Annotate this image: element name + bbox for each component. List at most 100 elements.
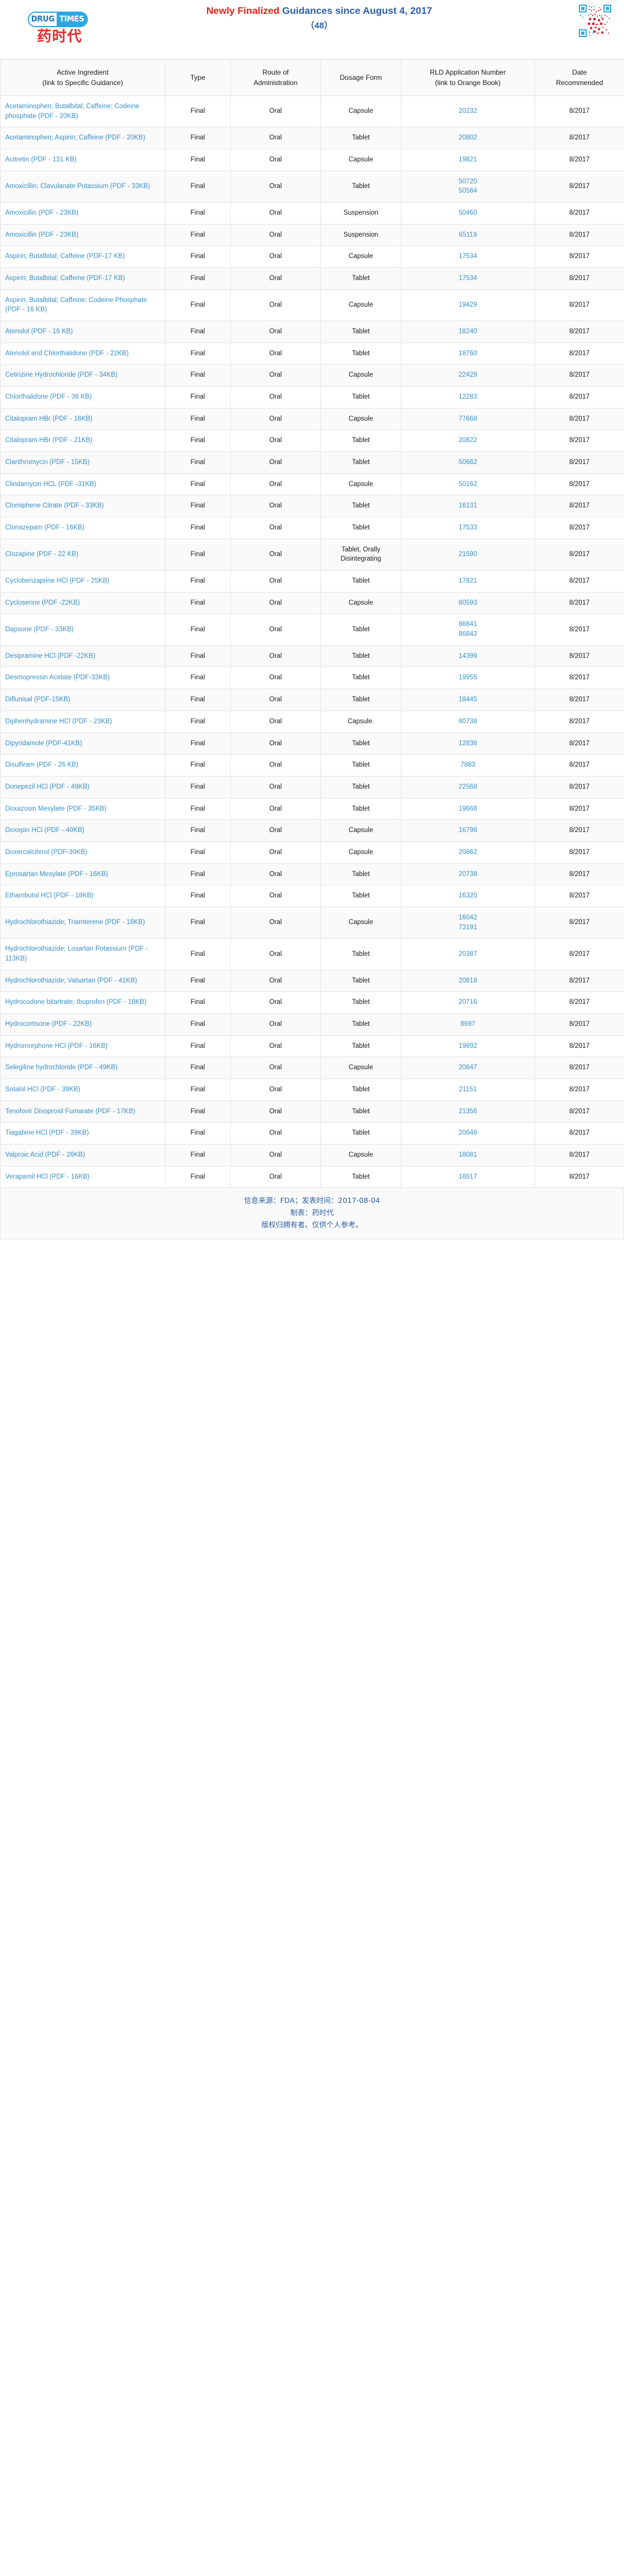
cell-active-ingredient-link[interactable]: Aspirin; Butalbital; Caffeine (PDF-17 KB… <box>0 267 165 290</box>
cell-rld-application-number[interactable]: 22568 <box>401 775 535 798</box>
cell-active-ingredient-link[interactable]: Sotalol HCl (PDF - 39KB) <box>0 1078 165 1101</box>
rld-number-link[interactable]: 86842 <box>459 631 477 638</box>
cell-rld-application-number[interactable]: 65119 <box>401 223 535 246</box>
rld-number-link[interactable]: 86841 <box>459 621 477 628</box>
cell-rld-application-number[interactable]: 18760 <box>401 342 535 365</box>
cell-active-ingredient-link[interactable]: Doxercalciferol (PDF-30KB) <box>0 841 165 864</box>
cell-rld-application-number[interactable]: 17534 <box>401 267 535 290</box>
cell-rld-application-number[interactable]: 20862 <box>401 841 535 864</box>
rld-number-link[interactable]: 17821 <box>459 577 477 585</box>
rld-number-link[interactable]: 50720 <box>459 178 477 185</box>
cell-active-ingredient-link[interactable]: Clozapine (PDF - 22 KB) <box>0 538 165 571</box>
cell-rld-application-number[interactable]: 17533 <box>401 517 535 539</box>
cell-active-ingredient-link[interactable]: Hydrochlorothiazide; Valsartan (PDF - 41… <box>0 969 165 992</box>
cell-active-ingredient-link[interactable]: Acetaminophen; Butalbital; Caffeine; Cod… <box>0 95 165 128</box>
cell-active-ingredient-link[interactable]: Desipramine HCl (PDF -22KB) <box>0 645 165 668</box>
rld-number-link[interactable]: 20716 <box>459 999 477 1006</box>
cell-active-ingredient-link[interactable]: Aspirin; Butalbital; Caffeine; Codeine P… <box>0 289 165 322</box>
cell-rld-application-number[interactable]: 12283 <box>401 386 535 409</box>
cell-active-ingredient-link[interactable]: Amoxicillin (PDF - 23KB) <box>0 223 165 246</box>
cell-active-ingredient-link[interactable]: Tenofovir Disoproxil Fumarate (PDF - 17K… <box>0 1100 165 1123</box>
rld-number-link[interactable]: 20646 <box>459 1129 477 1137</box>
cell-active-ingredient-link[interactable]: Selegiline hydrochloride (PDF - 49KB) <box>0 1057 165 1079</box>
rld-number-link[interactable]: 19821 <box>459 156 477 164</box>
rld-number-link[interactable]: 16320 <box>459 892 477 900</box>
cell-active-ingredient-link[interactable]: Clarithromycin (PDF - 15KB) <box>0 451 165 474</box>
cell-active-ingredient-link[interactable]: Desmopressin Acetate (PDF-33KB) <box>0 667 165 690</box>
cell-active-ingredient-link[interactable]: Amoxicillin; Clavulanate Potassium (PDF … <box>0 170 165 203</box>
cell-active-ingredient-link[interactable]: Hydrocodone bitartrate; Ibuprofen (PDF -… <box>0 991 165 1014</box>
rld-number-link[interactable]: 7883 <box>460 761 475 769</box>
cell-rld-application-number[interactable]: 20818 <box>401 969 535 992</box>
cell-rld-application-number[interactable]: 60593 <box>401 591 535 614</box>
cell-active-ingredient-link[interactable]: Eprosartan Mesylate (PDF - 16KB) <box>0 863 165 886</box>
cell-active-ingredient-link[interactable]: Amoxicillin (PDF - 23KB) <box>0 202 165 225</box>
cell-active-ingredient-link[interactable]: Dapsone (PDF - 33KB) <box>0 613 165 646</box>
cell-rld-application-number[interactable]: 21590 <box>401 538 535 571</box>
cell-active-ingredient-link[interactable]: Citalopram HBr (PDF - 16KB) <box>0 407 165 430</box>
rld-number-link[interactable]: 16131 <box>459 502 477 510</box>
rld-number-link[interactable]: 21151 <box>459 1085 477 1093</box>
cell-active-ingredient-link[interactable]: Hydrochlorothiazide; Triamterene (PDF - … <box>0 906 165 939</box>
cell-active-ingredient-link[interactable]: Clonazepam (PDF - 16KB) <box>0 517 165 539</box>
rld-number-link[interactable]: 21590 <box>459 551 477 558</box>
cell-active-ingredient-link[interactable]: Tiagabine HCl (PDF - 39KB) <box>0 1122 165 1145</box>
rld-number-link[interactable]: 73191 <box>459 923 477 931</box>
rld-number-link[interactable]: 19892 <box>459 1042 477 1050</box>
cell-rld-application-number[interactable]: 20802 <box>401 127 535 150</box>
cell-rld-application-number[interactable]: 17534 <box>401 245 535 268</box>
cell-active-ingredient-link[interactable]: Dipyridamole (PDF-41KB) <box>0 732 165 755</box>
rld-number-link[interactable]: 50460 <box>459 209 477 217</box>
rld-number-link[interactable]: 17533 <box>459 524 477 532</box>
cell-active-ingredient-link[interactable]: Cycloserine (PDF -22KB) <box>0 591 165 614</box>
rld-number-link[interactable]: 19668 <box>459 805 477 812</box>
cell-rld-application-number[interactable]: 16131 <box>401 495 535 518</box>
cell-active-ingredient-link[interactable]: Disulfiram (PDF - 26 KB) <box>0 754 165 777</box>
cell-rld-application-number[interactable]: 20738 <box>401 863 535 886</box>
rld-number-link[interactable]: 19955 <box>459 674 477 682</box>
cell-rld-application-number[interactable]: 7883 <box>401 754 535 777</box>
cell-rld-application-number[interactable]: 50662 <box>401 451 535 474</box>
cell-active-ingredient-link[interactable]: Acitretin (PDF - 131 KB) <box>0 149 165 171</box>
rld-number-link[interactable]: 18817 <box>459 1173 477 1180</box>
cell-rld-application-number[interactable]: 50460 <box>401 202 535 225</box>
cell-rld-application-number[interactable]: 16798 <box>401 819 535 842</box>
rld-number-link[interactable]: 18081 <box>459 1151 477 1158</box>
cell-rld-application-number[interactable]: 50720 50564 <box>401 170 535 203</box>
cell-rld-application-number[interactable]: 16320 <box>401 885 535 907</box>
rld-number-link[interactable]: 14399 <box>459 652 477 660</box>
cell-rld-application-number[interactable]: 20647 <box>401 1057 535 1079</box>
rld-number-link[interactable]: 20738 <box>459 870 477 878</box>
rld-number-link[interactable]: 17534 <box>459 275 477 282</box>
cell-rld-application-number[interactable]: 18445 <box>401 689 535 711</box>
cell-active-ingredient-link[interactable]: Valproic Acid (PDF - 26KB) <box>0 1143 165 1166</box>
cell-active-ingredient-link[interactable]: Verapamil HCl (PDF - 16KB) <box>0 1165 165 1188</box>
cell-rld-application-number[interactable]: 18081 <box>401 1143 535 1166</box>
cell-active-ingredient-link[interactable]: Hydrochlorothiazide; Losartan Potassium … <box>0 938 165 970</box>
cell-active-ingredient-link[interactable]: Clindamycin HCL (PDF -31KB) <box>0 473 165 496</box>
cell-active-ingredient-link[interactable]: Citalopram HBr (PDF - 21KB) <box>0 429 165 452</box>
rld-number-link[interactable]: 20232 <box>459 108 477 115</box>
rld-number-link[interactable]: 50662 <box>459 459 477 466</box>
rld-number-link[interactable]: 17534 <box>459 253 477 260</box>
rld-number-link[interactable]: 21356 <box>459 1107 477 1115</box>
rld-number-link[interactable]: 65119 <box>459 231 477 238</box>
cell-rld-application-number[interactable]: 20646 <box>401 1122 535 1145</box>
cell-active-ingredient-link[interactable]: Hydrocortisone (PDF - 22KB) <box>0 1013 165 1036</box>
cell-rld-application-number[interactable]: 20716 <box>401 991 535 1014</box>
rld-number-link[interactable]: 12283 <box>459 393 477 401</box>
cell-active-ingredient-link[interactable]: Diflunisal (PDF-15KB) <box>0 689 165 711</box>
cell-rld-application-number[interactable]: 14399 <box>401 645 535 668</box>
cell-active-ingredient-link[interactable]: Cyclobenzaprine HCl (PDF - 25KB) <box>0 570 165 593</box>
cell-rld-application-number[interactable]: 19429 <box>401 289 535 322</box>
rld-number-link[interactable]: 18445 <box>459 696 477 704</box>
cell-rld-application-number[interactable]: 20822 <box>401 429 535 452</box>
cell-rld-application-number[interactable]: 77668 <box>401 407 535 430</box>
rld-number-link[interactable]: 18760 <box>459 349 477 357</box>
cell-rld-application-number[interactable]: 20232 <box>401 95 535 128</box>
cell-active-ingredient-link[interactable]: Doxepin HCl (PDF - 40KB) <box>0 819 165 842</box>
cell-rld-application-number[interactable]: 19668 <box>401 797 535 820</box>
cell-rld-application-number[interactable]: 17821 <box>401 570 535 593</box>
cell-active-ingredient-link[interactable]: Chlorthalidone (PDF - 36 KB) <box>0 386 165 409</box>
cell-rld-application-number[interactable]: 8697 <box>401 1013 535 1036</box>
